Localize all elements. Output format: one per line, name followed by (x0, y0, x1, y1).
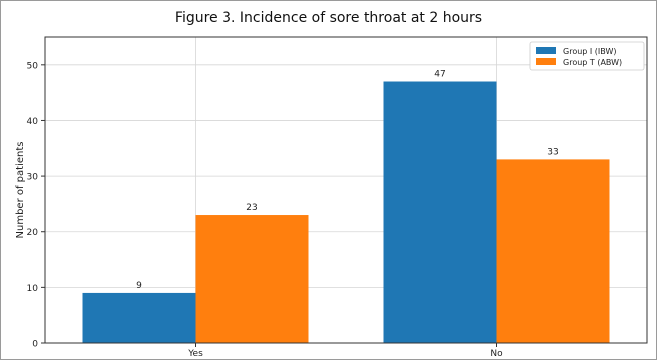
y-axis-label: Number of patients (15, 142, 26, 239)
bar-value-label: 9 (136, 281, 142, 291)
data-label-layer: 9 47 23 33 (136, 70, 559, 291)
bar-value-label: 47 (434, 70, 445, 80)
y-tick-label: 10 (27, 284, 39, 294)
legend-swatch (536, 58, 556, 65)
bar (383, 81, 497, 343)
bar (82, 292, 196, 343)
legend-label: Group T (ABW) (563, 58, 622, 67)
legend-swatch (536, 47, 556, 54)
legend: Group I (IBW) Group T (ABW) (529, 41, 645, 71)
bar-value-label: 23 (246, 203, 257, 213)
y-tick-label: 50 (27, 61, 39, 71)
bar (496, 159, 610, 343)
bar (195, 215, 309, 343)
bar-value-label: 33 (547, 147, 558, 157)
bar-layer (82, 81, 610, 343)
legend-label: Group I (IBW) (563, 47, 617, 56)
plot-border (44, 36, 648, 344)
y-tick-label: 0 (32, 340, 38, 350)
y-tick-label: 40 (27, 117, 39, 127)
legend-box (529, 41, 645, 71)
y-tick-label: 20 (27, 228, 39, 238)
axis-layer: 0 10 20 30 40 50 Yes No Number of patients (15, 36, 648, 359)
y-tick-label: 30 (27, 173, 39, 183)
x-tick-label: No (490, 349, 503, 359)
x-tick-label: Yes (187, 349, 203, 359)
chart-title: Figure 3. Incidence of sore throat at 2 … (174, 10, 483, 26)
